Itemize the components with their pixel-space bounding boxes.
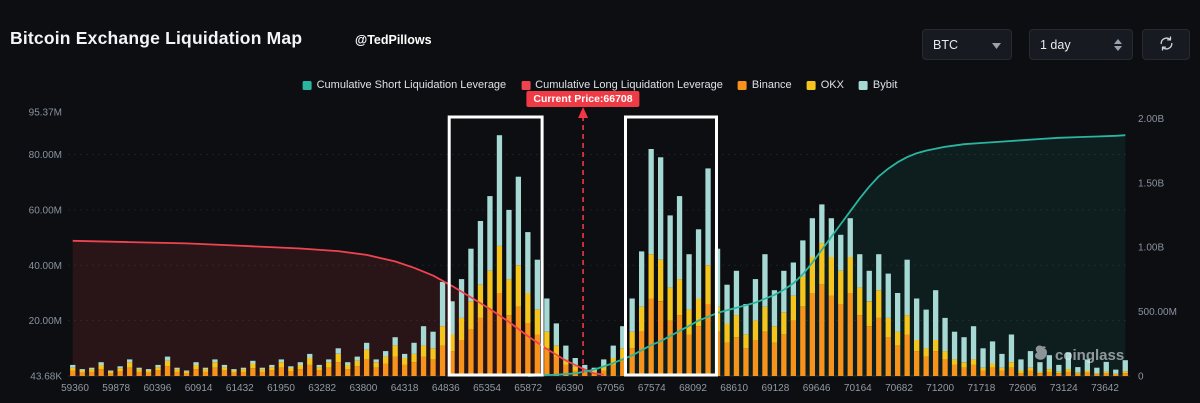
svg-text:500.00M: 500.00M [1138, 307, 1177, 318]
svg-text:1.50B: 1.50B [1138, 178, 1164, 189]
svg-text:63800: 63800 [349, 383, 377, 394]
watermark-text: coinglass [1055, 346, 1125, 364]
svg-text:71718: 71718 [967, 383, 995, 394]
coinglass-watermark: coinglass [1032, 344, 1124, 366]
svg-text:43.68K: 43.68K [30, 372, 62, 383]
legend-swatch-binance [737, 80, 747, 90]
svg-text:71200: 71200 [926, 383, 954, 394]
updown-stepper-icon [1114, 38, 1122, 51]
svg-text:73642: 73642 [1091, 383, 1119, 394]
legend-label: Cumulative Long Liquidation Leverage [535, 79, 723, 91]
svg-text:68092: 68092 [679, 383, 707, 394]
legend-swatch-okx [806, 80, 816, 90]
highlight-box-1 [447, 115, 544, 377]
symbol-select[interactable]: BTC [922, 29, 1012, 60]
legend-label: Bybit [872, 79, 898, 91]
svg-text:60396: 60396 [143, 383, 171, 394]
long-liquidation-line [72, 239, 604, 376]
svg-text:69646: 69646 [803, 383, 831, 394]
current-price-arrow-icon [578, 107, 589, 118]
short-liquidation-line [527, 134, 1126, 377]
legend-label: Cumulative Short Liquidation Leverage [316, 79, 507, 91]
svg-text:0: 0 [1138, 372, 1144, 383]
svg-text:70682: 70682 [885, 383, 913, 394]
svg-text:20.00M: 20.00M [29, 316, 62, 327]
refresh-icon [1158, 35, 1175, 55]
svg-text:59878: 59878 [102, 383, 130, 394]
svg-text:61432: 61432 [226, 383, 254, 394]
svg-text:72606: 72606 [1009, 383, 1037, 394]
svg-text:73124: 73124 [1050, 383, 1078, 394]
legend-item-cumulative-short[interactable]: Cumulative Short Liquidation Leverage [302, 79, 507, 91]
svg-text:67056: 67056 [597, 383, 625, 394]
highlight-box-2 [624, 115, 718, 377]
legend-item-okx[interactable]: OKX [806, 79, 844, 91]
svg-text:40.00M: 40.00M [29, 261, 62, 272]
interval-select-value: 1 day [1040, 37, 1071, 52]
symbol-select-value: BTC [933, 37, 958, 52]
current-price-badge: Current Price:66708 [526, 91, 640, 107]
svg-text:70164: 70164 [844, 383, 872, 394]
svg-text:61950: 61950 [267, 383, 295, 394]
coinglass-logo-icon [1032, 344, 1050, 366]
svg-text:80.00M: 80.00M [29, 150, 62, 161]
x-axis-labels: 59360 59878 60396 60914 61432 61950 63282 63800… [61, 383, 1119, 394]
svg-text:2.00B: 2.00B [1138, 114, 1164, 125]
svg-text:64318: 64318 [391, 383, 419, 394]
legend-item-binance[interactable]: Binance [737, 79, 792, 91]
right-axis-labels: 2.00B 1.50B 1.00B 500.00M 0 [1138, 114, 1177, 383]
legend-swatch-bybit [858, 80, 868, 90]
twitter-handle: @TedPillows [355, 33, 432, 47]
left-axis-labels: 95.37M 80.00M 60.00M 40.00M 20.00M 43.68K [29, 108, 63, 383]
svg-text:69128: 69128 [761, 383, 789, 394]
svg-text:60.00M: 60.00M [29, 205, 62, 216]
svg-text:67574: 67574 [638, 383, 666, 394]
svg-text:95.37M: 95.37M [29, 108, 62, 119]
svg-text:63282: 63282 [308, 383, 336, 394]
svg-text:66390: 66390 [555, 383, 583, 394]
legend-label: Binance [751, 79, 792, 91]
legend-label: OKX [820, 79, 844, 91]
refresh-button[interactable] [1142, 29, 1190, 60]
chart-legend: Cumulative Short Liquidation Leverage Cu… [302, 79, 898, 91]
chevron-down-icon [992, 38, 1001, 52]
svg-text:1.00B: 1.00B [1138, 243, 1164, 254]
svg-text:60914: 60914 [185, 383, 213, 394]
interval-select[interactable]: 1 day [1029, 29, 1133, 60]
svg-text:65354: 65354 [473, 383, 501, 394]
svg-text:59360: 59360 [61, 383, 89, 394]
legend-item-bybit[interactable]: Bybit [858, 79, 898, 91]
page-title: Bitcoin Exchange Liquidation Map [10, 28, 303, 48]
legend-swatch-short [302, 80, 312, 90]
legend-swatch-long [521, 80, 531, 90]
legend-item-cumulative-long[interactable]: Cumulative Long Liquidation Leverage [521, 79, 723, 91]
bars-layer [70, 135, 1128, 376]
area-short [527, 135, 1126, 376]
svg-text:64836: 64836 [432, 383, 460, 394]
svg-text:65872: 65872 [514, 383, 542, 394]
svg-text:68610: 68610 [720, 383, 748, 394]
